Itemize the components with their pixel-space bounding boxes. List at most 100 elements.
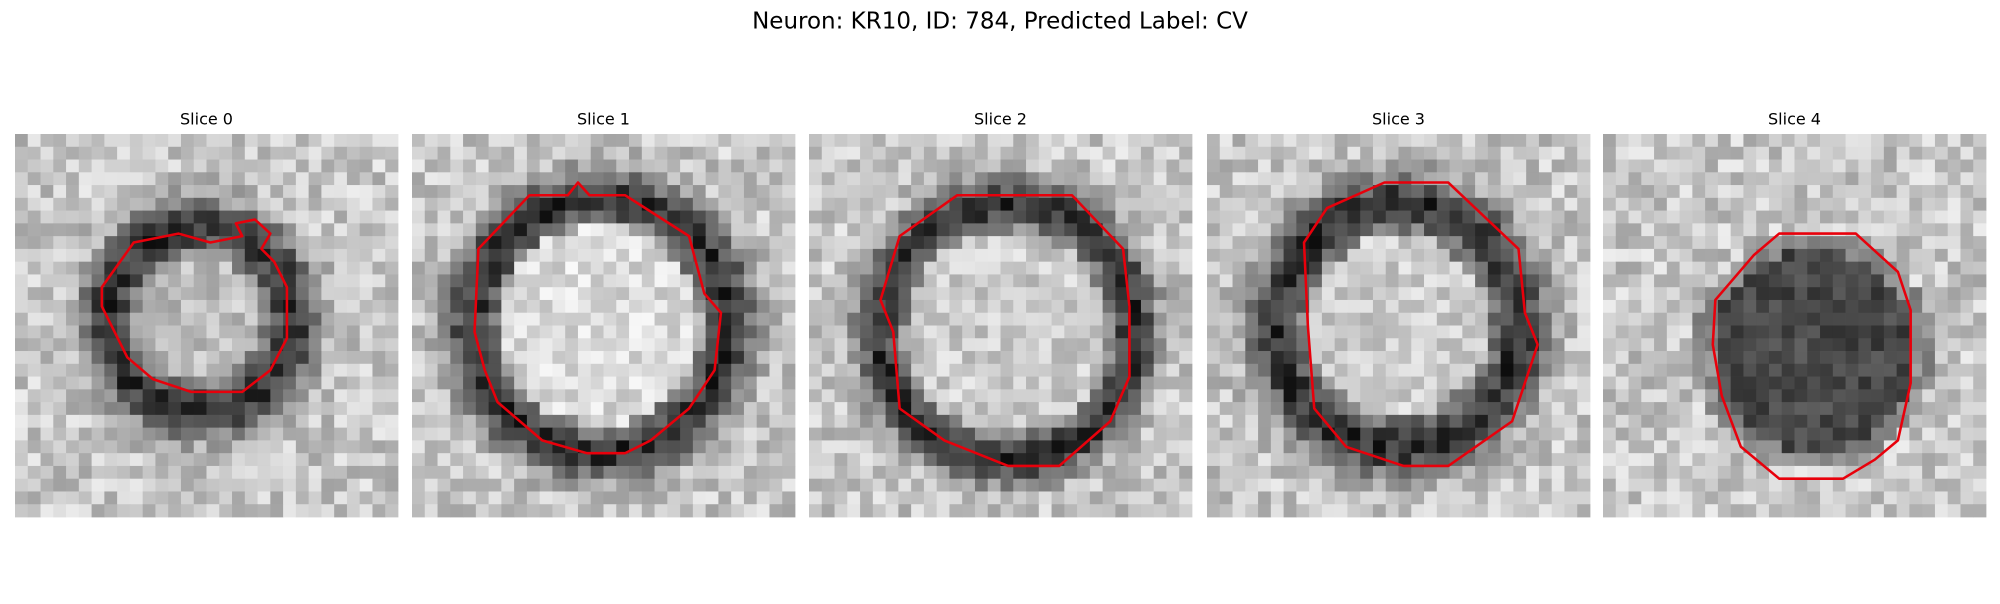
- pixel: [193, 351, 207, 365]
- pixel: [1934, 197, 1949, 211]
- pixel: [450, 504, 464, 518]
- pixel: [66, 389, 80, 403]
- pixel: [1654, 261, 1668, 275]
- pixel: [1538, 134, 1553, 148]
- pixel: [1730, 197, 1744, 211]
- pixel: [1603, 261, 1617, 275]
- pixel: [1960, 504, 1974, 518]
- pixel: [756, 134, 770, 148]
- pixel: [526, 146, 541, 160]
- pixel: [27, 287, 41, 301]
- pixel: [1577, 159, 1591, 173]
- pixel: [1411, 261, 1425, 275]
- pixel: [743, 274, 758, 288]
- pixel: [821, 274, 835, 288]
- pixel: [641, 159, 655, 173]
- pixel: [1922, 465, 1936, 480]
- pixel: [1334, 248, 1348, 263]
- pixel: [1896, 312, 1910, 326]
- pixel: [1449, 261, 1463, 275]
- pixel: [1871, 504, 1885, 518]
- pixel: [898, 338, 912, 352]
- pixel: [1270, 287, 1284, 301]
- pixel: [219, 504, 233, 518]
- pixel: [1832, 287, 1846, 301]
- pixel: [1102, 440, 1116, 454]
- pixel: [1628, 210, 1642, 224]
- pixel: [501, 299, 515, 314]
- pixel: [219, 274, 233, 288]
- pixel: [1692, 185, 1706, 199]
- pixel: [1411, 223, 1425, 237]
- pixel: [680, 504, 694, 518]
- pixel: [1883, 159, 1898, 173]
- pixel: [769, 223, 783, 237]
- pixel: [308, 248, 322, 263]
- pixel: [641, 351, 655, 365]
- pixel: [667, 338, 681, 352]
- pixel: [206, 299, 220, 314]
- pixel: [987, 376, 1001, 390]
- pixel: [66, 491, 80, 505]
- pixel: [1794, 338, 1808, 352]
- pixel: [385, 440, 399, 454]
- pixel: [1258, 389, 1272, 403]
- pixel: [257, 440, 271, 454]
- pixel: [1207, 261, 1221, 275]
- pixel: [1232, 261, 1246, 275]
- pixel: [1089, 134, 1104, 148]
- pixel: [1000, 172, 1014, 186]
- pixel: [1603, 465, 1617, 480]
- pixel: [117, 172, 131, 186]
- pixel: [974, 427, 989, 441]
- pixel: [463, 414, 477, 429]
- pixel: [911, 325, 925, 339]
- pixel: [168, 478, 182, 492]
- pixel: [193, 478, 207, 492]
- pixel: [1051, 440, 1065, 454]
- pixel: [1538, 185, 1553, 199]
- pixel: [834, 287, 848, 301]
- pixel: [1654, 427, 1668, 441]
- pixel: [1475, 261, 1489, 275]
- pixel: [1449, 210, 1463, 224]
- pixel: [821, 440, 835, 454]
- pixel: [1245, 287, 1259, 301]
- pixel: [1896, 453, 1910, 467]
- pixel: [155, 312, 169, 326]
- pixel: [15, 491, 29, 505]
- pixel: [821, 402, 835, 416]
- pixel: [1424, 440, 1438, 454]
- pixel: [78, 197, 92, 211]
- pixel: [450, 236, 464, 250]
- pixel: [1179, 465, 1193, 480]
- pixel: [1692, 134, 1706, 148]
- pixel: [692, 185, 707, 199]
- pixel: [1973, 248, 1987, 263]
- pixel: [1487, 197, 1502, 211]
- pixel: [667, 427, 681, 441]
- pixel: [1896, 248, 1910, 263]
- pixel: [911, 185, 925, 199]
- pixel: [514, 312, 528, 326]
- pixel: [1871, 478, 1885, 492]
- pixel: [15, 312, 29, 326]
- pixel: [129, 274, 144, 288]
- pixel: [898, 159, 912, 173]
- pixel: [78, 210, 92, 224]
- pixel: [616, 338, 630, 352]
- pixel: [270, 172, 284, 186]
- pixel: [936, 504, 950, 518]
- pixel: [40, 223, 54, 237]
- pixel: [1258, 185, 1272, 199]
- pixel: [1654, 402, 1668, 416]
- pixel: [1166, 146, 1180, 160]
- pixel: [809, 223, 823, 237]
- pixel: [743, 172, 758, 186]
- pixel: [104, 376, 118, 390]
- pixel: [1449, 325, 1463, 339]
- pixel: [1654, 453, 1668, 467]
- pixel: [40, 159, 54, 173]
- pixel: [450, 414, 464, 429]
- pixel: [193, 261, 207, 275]
